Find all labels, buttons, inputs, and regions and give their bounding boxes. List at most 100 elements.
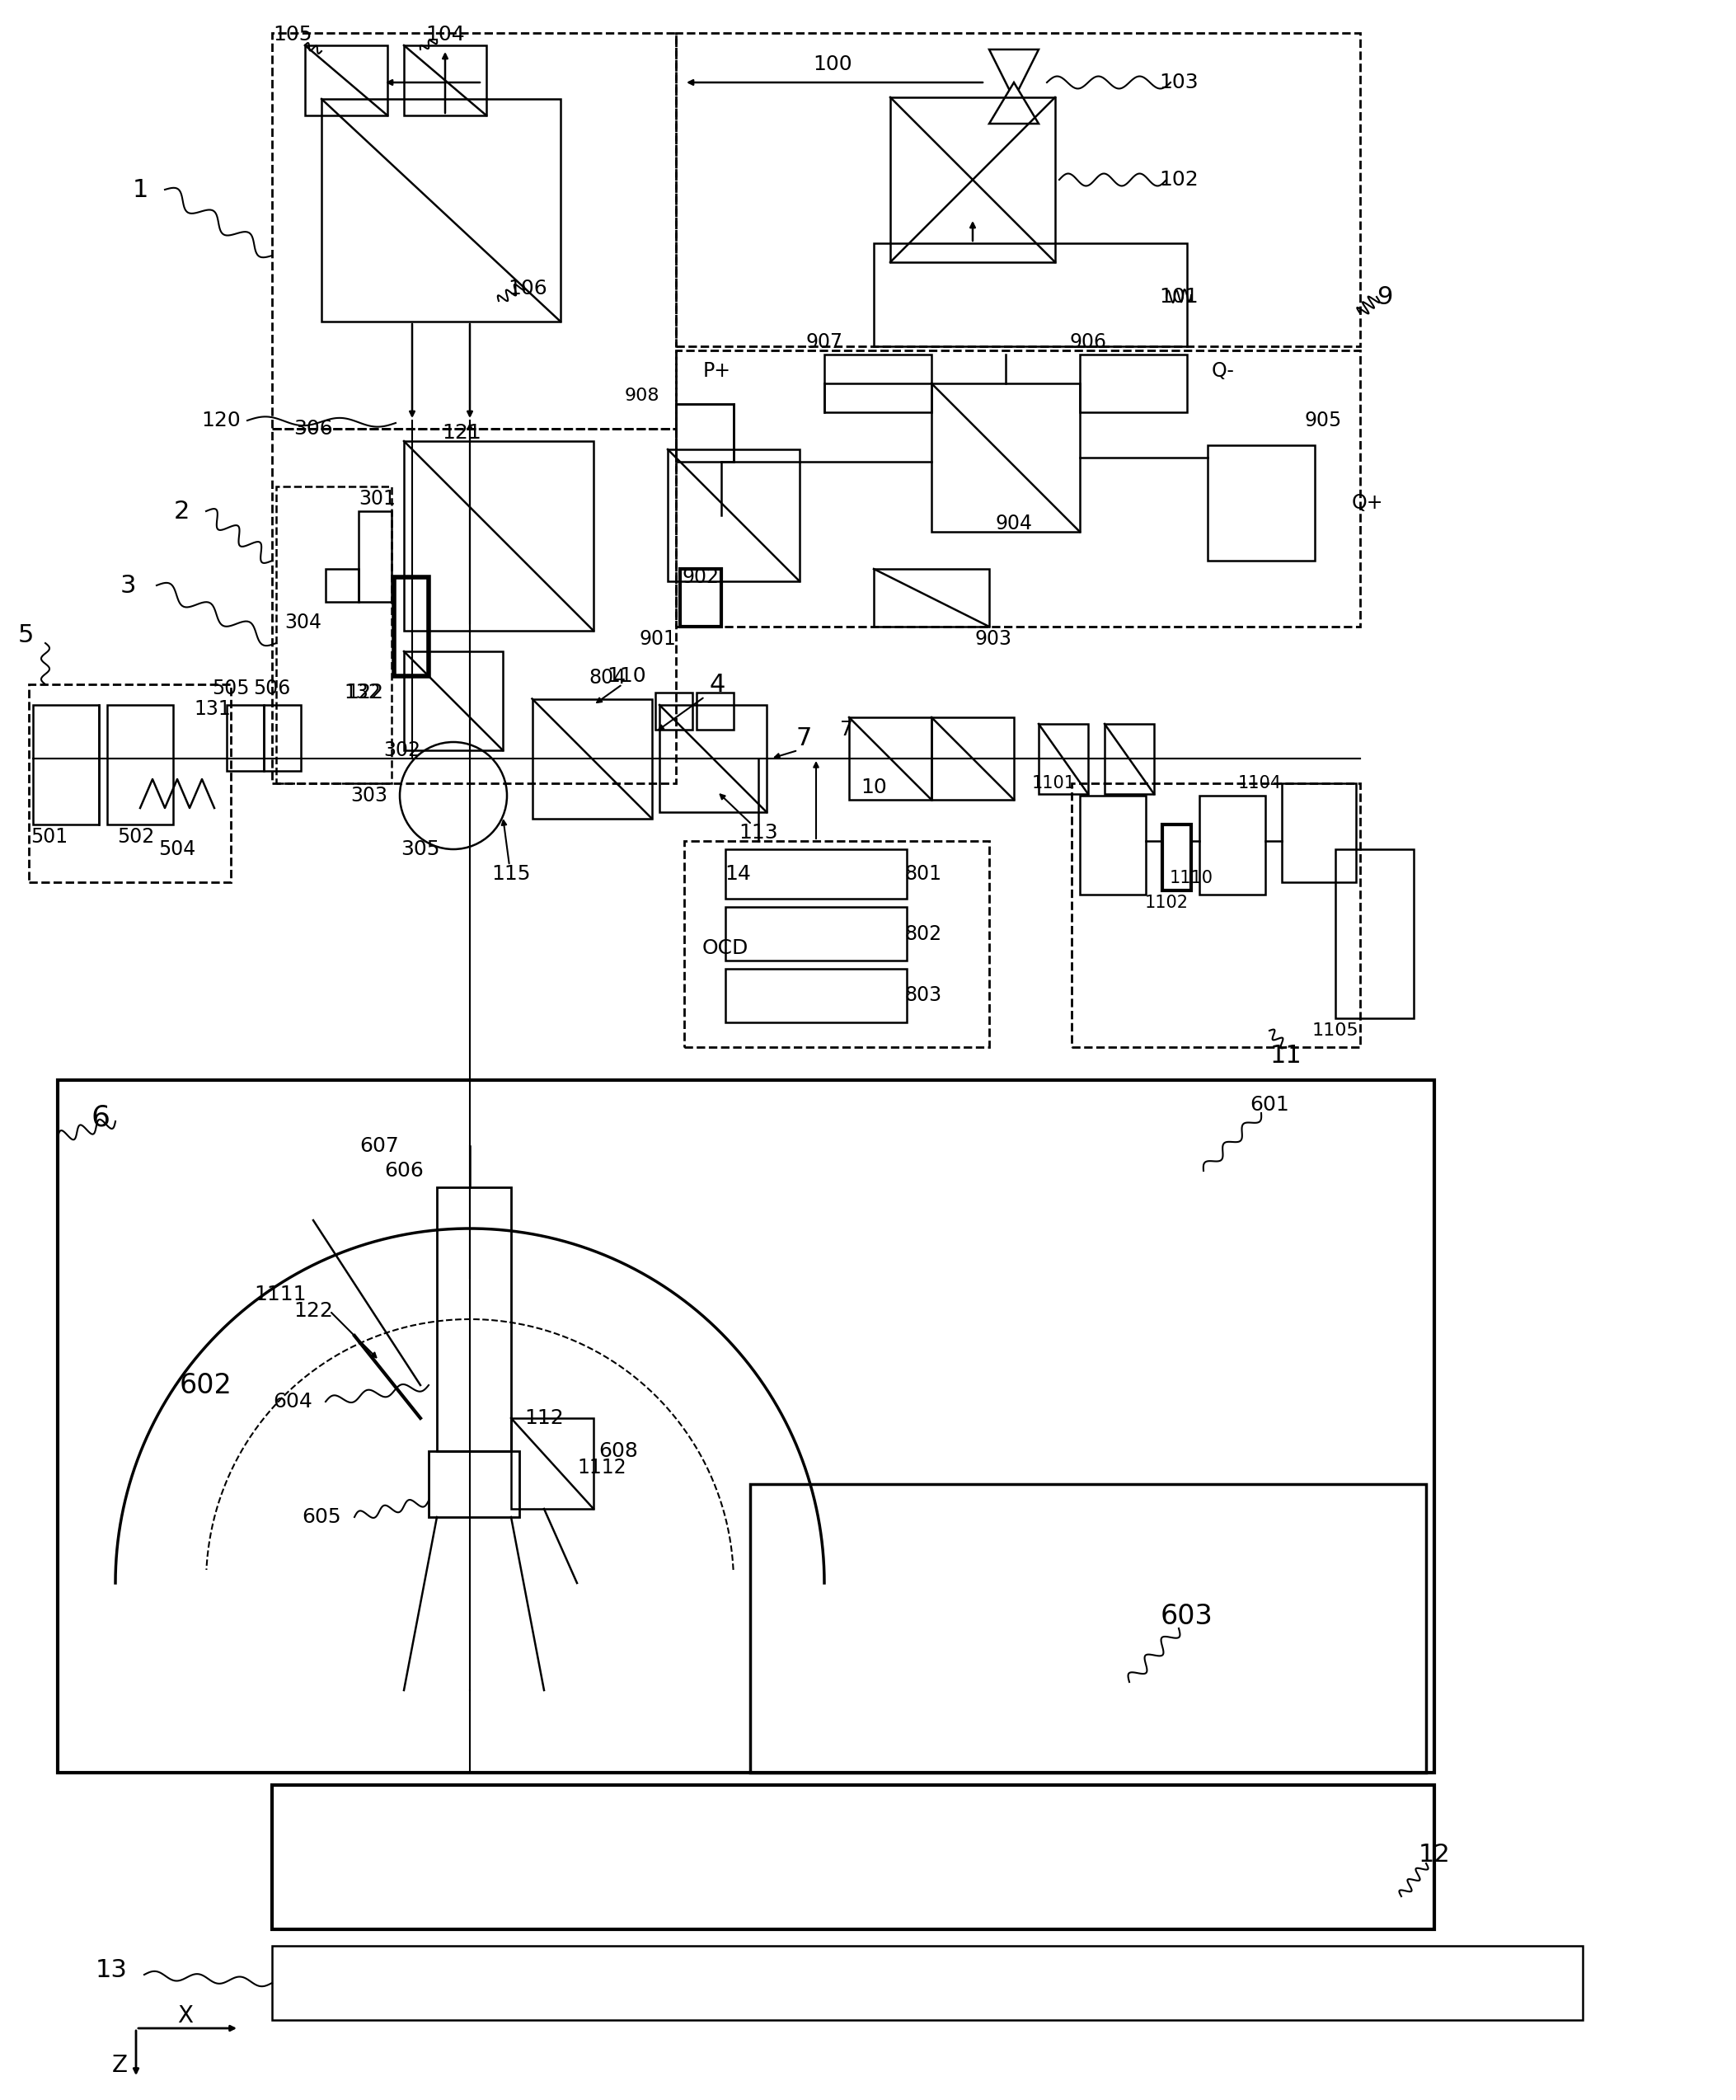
Bar — [1071, 783, 1359, 1048]
Text: 607: 607 — [359, 1136, 399, 1155]
Text: 905: 905 — [1304, 412, 1342, 430]
Bar — [684, 840, 990, 1048]
Bar — [306, 46, 387, 116]
Text: 1104: 1104 — [1238, 775, 1281, 792]
Bar — [57, 1079, 1434, 1772]
Text: 1: 1 — [132, 178, 148, 202]
Text: 1105: 1105 — [1312, 1023, 1359, 1039]
Bar — [891, 97, 1055, 262]
Text: 602: 602 — [181, 1371, 233, 1399]
Text: 608: 608 — [599, 1441, 637, 1462]
Text: Q+: Q+ — [1352, 493, 1384, 512]
Text: 6: 6 — [90, 1102, 109, 1132]
Bar — [264, 706, 300, 771]
Text: 102: 102 — [1160, 170, 1198, 189]
Text: 1101: 1101 — [1031, 775, 1076, 792]
Bar — [273, 1947, 1583, 2020]
Text: 5: 5 — [17, 624, 35, 647]
Text: P+: P+ — [703, 361, 731, 380]
Bar — [1038, 724, 1088, 794]
Bar — [750, 1485, 1425, 1772]
Text: 105: 105 — [273, 25, 312, 44]
Bar — [30, 685, 231, 882]
Text: Z: Z — [111, 2054, 127, 2077]
Text: 601: 601 — [1250, 1094, 1290, 1115]
Text: 120: 120 — [201, 412, 241, 430]
Text: X: X — [177, 2003, 193, 2026]
Bar — [654, 693, 693, 729]
Bar — [660, 706, 767, 813]
Bar — [404, 651, 503, 750]
Text: 803: 803 — [904, 985, 943, 1006]
Bar — [1208, 445, 1314, 561]
Bar — [1080, 796, 1146, 895]
Bar — [273, 1785, 1434, 1930]
Text: 113: 113 — [740, 823, 778, 842]
Text: 10: 10 — [861, 777, 887, 798]
Text: 7: 7 — [840, 720, 852, 739]
Polygon shape — [990, 50, 1038, 99]
Text: 132: 132 — [344, 682, 382, 704]
Text: 100: 100 — [812, 55, 852, 74]
Text: 906: 906 — [1069, 332, 1106, 353]
Text: 604: 604 — [273, 1392, 312, 1411]
Text: OCD: OCD — [701, 939, 748, 958]
Text: 112: 112 — [524, 1409, 564, 1428]
Text: 504: 504 — [158, 840, 196, 859]
Text: 304: 304 — [285, 613, 321, 632]
Text: 3: 3 — [120, 573, 135, 596]
Bar — [1335, 848, 1413, 1018]
Text: 804: 804 — [589, 668, 627, 687]
Text: 106: 106 — [509, 279, 547, 298]
Bar — [273, 34, 675, 428]
Text: 303: 303 — [351, 785, 387, 806]
Bar — [681, 569, 720, 626]
Bar — [825, 355, 932, 412]
Bar — [849, 718, 932, 800]
Bar — [873, 244, 1187, 346]
Text: 306: 306 — [293, 418, 333, 439]
Text: 506: 506 — [253, 678, 290, 699]
Text: 11: 11 — [1271, 1044, 1302, 1067]
Bar — [533, 699, 651, 819]
Text: 2: 2 — [174, 500, 189, 523]
Bar — [359, 510, 392, 603]
Text: 101: 101 — [1160, 288, 1198, 307]
Bar — [394, 578, 429, 676]
Bar — [675, 403, 734, 462]
Bar — [1104, 724, 1154, 794]
Bar — [108, 706, 174, 825]
Text: 1111: 1111 — [253, 1285, 307, 1304]
Text: 901: 901 — [639, 630, 675, 649]
Bar — [276, 487, 392, 783]
Text: 13: 13 — [95, 1959, 127, 1982]
Text: 103: 103 — [1160, 74, 1198, 92]
Text: 606: 606 — [384, 1161, 424, 1180]
Text: 121: 121 — [443, 422, 481, 443]
Text: 605: 605 — [302, 1508, 340, 1527]
Bar — [1080, 355, 1187, 412]
Bar — [675, 34, 1359, 347]
Text: 903: 903 — [974, 630, 1012, 649]
Bar — [726, 907, 906, 960]
Bar — [321, 99, 561, 321]
Bar — [932, 718, 1014, 800]
Text: 902: 902 — [682, 567, 719, 588]
Text: 907: 907 — [806, 332, 844, 353]
Bar — [437, 1186, 510, 1451]
Text: Q-: Q- — [1212, 361, 1234, 380]
Bar — [273, 428, 675, 783]
Bar — [326, 569, 359, 603]
Text: 14: 14 — [724, 863, 752, 884]
Bar — [696, 693, 734, 729]
Bar — [429, 1451, 519, 1516]
Text: 301: 301 — [359, 489, 396, 508]
Bar — [404, 46, 486, 116]
Text: 502: 502 — [118, 827, 155, 846]
Text: 908: 908 — [625, 388, 660, 403]
Bar — [932, 384, 1080, 531]
Text: 1112: 1112 — [576, 1457, 627, 1478]
Bar — [675, 351, 1359, 626]
Text: 122: 122 — [293, 1302, 333, 1321]
Bar — [726, 848, 906, 899]
